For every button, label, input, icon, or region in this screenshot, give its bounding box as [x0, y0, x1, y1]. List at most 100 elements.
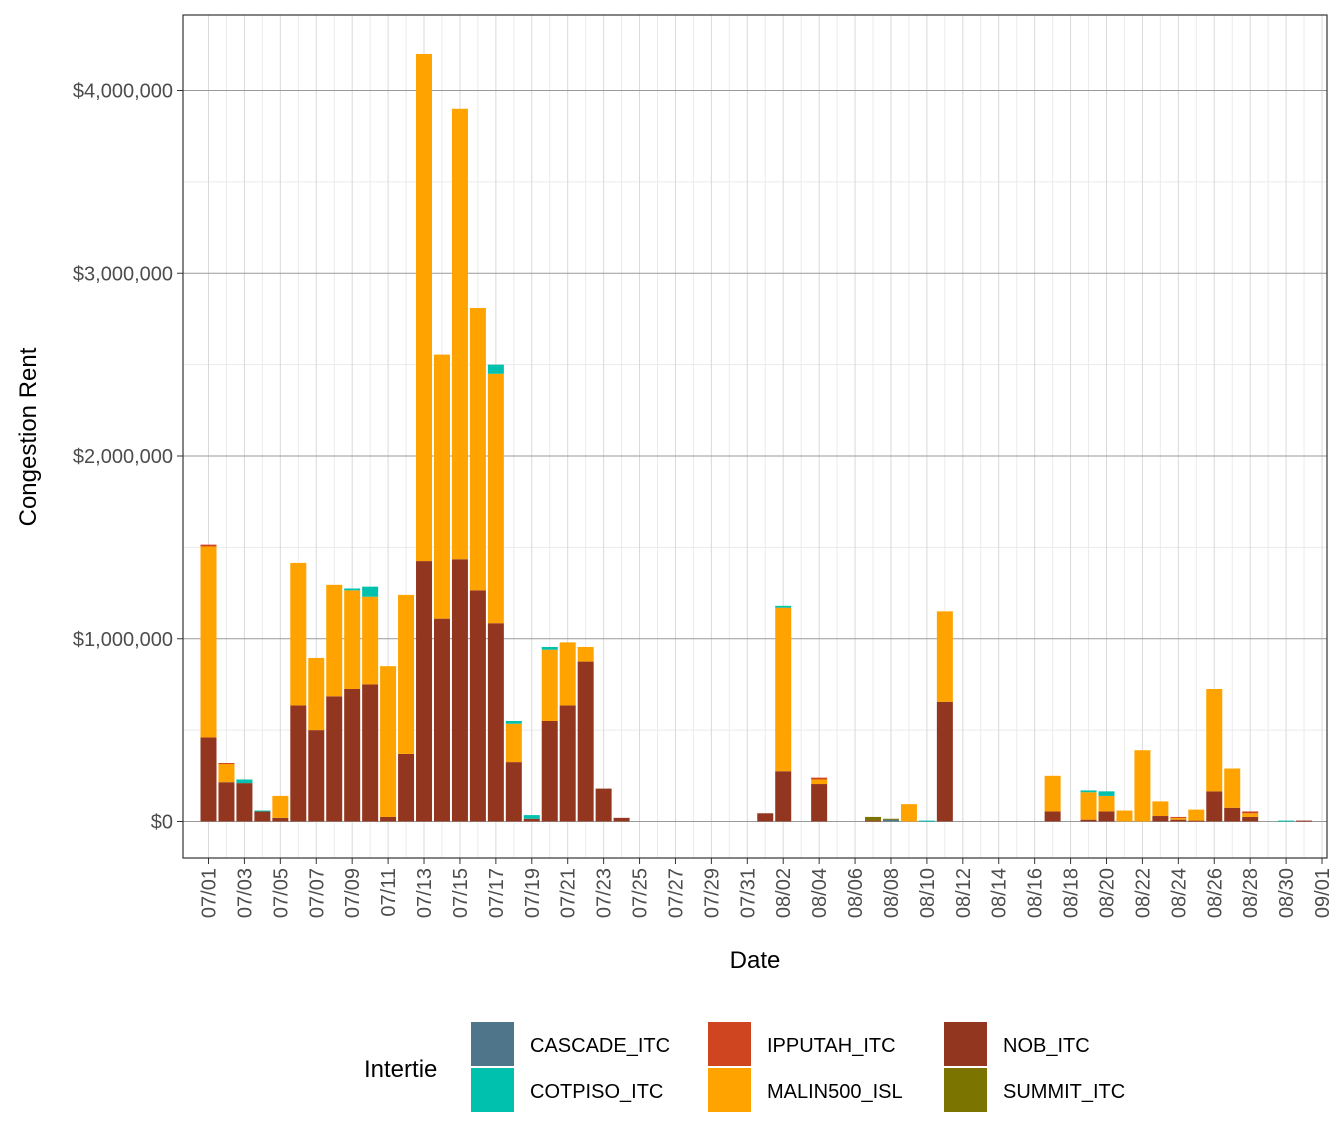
bar-cotpiso-itc-08-19: [1080, 790, 1097, 793]
x-tick-label: 07/05: [270, 868, 292, 918]
bar-malin500-isl-08-09: [900, 804, 917, 822]
x-tick-label: 09/01: [1312, 868, 1334, 918]
x-tick-label: 08/14: [989, 868, 1011, 918]
x-tick-label: 08/02: [773, 868, 795, 918]
bar-malin500-isl-07-05: [272, 795, 289, 818]
bar-nob-itc-08-23: [1152, 816, 1169, 822]
bar-nob-itc-07-17: [487, 623, 504, 822]
bar-malin500-isl-08-27: [1224, 768, 1241, 808]
bar-malin500-isl-07-12: [398, 594, 415, 754]
bar-cotpiso-itc-07-10: [362, 586, 379, 597]
x-tick-label: 08/10: [917, 868, 939, 918]
bar-nob-itc-07-12: [398, 753, 415, 822]
x-tick-label: 08/28: [1240, 868, 1262, 918]
legend-label-summit-itc: SUMMIT_ITC: [1003, 1081, 1125, 1103]
bar-malin500-isl-07-02: [218, 763, 235, 783]
bar-malin500-isl-08-28: [1242, 813, 1259, 817]
bar-malin500-isl-08-11: [936, 611, 953, 702]
bar-nob-itc-08-28: [1242, 816, 1259, 822]
y-tick-label: $4,000,000: [73, 81, 173, 103]
x-tick-label: 07/21: [558, 868, 580, 918]
legend-key-nob-itc: [944, 1022, 987, 1066]
bar-malin500-isl-07-17: [487, 373, 504, 624]
bar-nob-itc-07-02: [218, 782, 235, 822]
bar-cotpiso-itc-07-09: [344, 588, 361, 591]
bar-nob-itc-07-20: [541, 720, 558, 822]
legend-key-ipputah-itc: [708, 1022, 751, 1066]
bar-nob-itc-07-22: [577, 661, 594, 822]
x-tick-label: 08/08: [881, 868, 903, 918]
x-tick-label: 07/09: [342, 868, 364, 918]
bar-nob-itc-07-19: [523, 818, 540, 822]
bar-malin500-isl-07-16: [469, 307, 486, 591]
bar-malin500-isl-07-08: [326, 584, 343, 697]
x-tick-label: 07/25: [630, 868, 652, 918]
legend-key-cotpiso-itc: [471, 1068, 514, 1112]
y-tick-label: $3,000,000: [73, 263, 173, 285]
x-tick-label: 07/29: [701, 868, 723, 918]
bar-nob-itc-08-07: [865, 820, 882, 822]
bar-summit-itc-08-07: [865, 816, 882, 821]
bar-malin500-isl-07-01: [200, 546, 217, 738]
bar-cotpiso-itc-08-20: [1098, 791, 1115, 796]
legend-title: Intertie: [364, 1056, 437, 1083]
x-tick-label: 08/26: [1204, 868, 1226, 918]
bar-malin500-isl-07-11: [380, 666, 397, 817]
bar-malin500-isl-08-17: [1044, 775, 1061, 812]
bar-malin500-isl-07-21: [559, 642, 576, 706]
bar-ipputah-itc-08-24: [1170, 816, 1187, 818]
bar-ipputah-itc-07-02: [218, 763, 235, 765]
plot-area: $0 $1,000,000 $2,000,000 $3,000,000 $4,000,0…: [73, 14, 1334, 918]
bar-malin500-isl-07-10: [362, 596, 379, 685]
bar-malin500-isl-07-13: [416, 53, 433, 562]
bar-malin500-isl-08-26: [1206, 689, 1223, 792]
bar-nob-itc-07-14: [433, 618, 450, 822]
bar-nob-itc-07-01: [200, 737, 217, 822]
bar-malin500-isl-07-14: [433, 354, 450, 619]
x-tick-label: 07/31: [737, 868, 759, 918]
x-tick-label: 08/06: [845, 868, 867, 918]
x-tick-label: 07/03: [234, 868, 256, 918]
bar-malin500-isl-07-18: [505, 723, 522, 763]
x-tick-label: 08/12: [953, 868, 975, 918]
x-tick-label: 08/18: [1061, 868, 1083, 918]
legend-key-malin500-isl: [708, 1068, 751, 1112]
bar-malin500-isl-08-20: [1098, 795, 1115, 812]
bar-nob-itc-07-09: [344, 689, 361, 822]
bar-nob-itc-07-08: [326, 696, 343, 822]
bar-nob-itc-08-24: [1170, 819, 1187, 822]
bar-malin500-isl-08-24: [1170, 817, 1187, 820]
x-tick-label: 07/15: [450, 868, 472, 918]
bar-nob-itc-07-21: [559, 705, 576, 822]
bar-nob-itc-08-17: [1044, 811, 1061, 822]
legend: Intertie CASCADE_ITC COTPISO_ITC IPPUTAH_I…: [364, 1022, 1125, 1112]
x-tick-label: 08/16: [1025, 868, 1047, 918]
bar-nob-itc-07-05: [272, 817, 289, 822]
bar-cascade-itc-08-08: [882, 819, 899, 822]
bar-ipputah-itc-08-04: [811, 777, 828, 780]
bar-nob-itc-07-15: [451, 559, 468, 822]
bar-nob-itc-08-04: [811, 784, 828, 822]
bar-cotpiso-itc-08-10: [918, 820, 935, 822]
bar-nob-itc-08-26: [1206, 791, 1223, 822]
bar-nob-itc-08-27: [1224, 807, 1241, 822]
bar-malin500-isl-07-07: [308, 657, 325, 731]
x-tick-label: 07/01: [199, 868, 221, 918]
bar-malin500-isl-07-06: [290, 562, 307, 706]
bar-malin500-isl-08-25: [1188, 809, 1205, 821]
legend-key-summit-itc: [944, 1068, 987, 1112]
panel-border: [182, 14, 1328, 859]
bar-cotpiso-itc-08-30: [1278, 820, 1295, 822]
bar-nob-itc-08-20: [1098, 811, 1115, 822]
bar-cotpiso-itc-07-18: [505, 720, 522, 724]
bar-malin500-isl-08-02: [775, 607, 792, 772]
bar-nob-itc-07-11: [380, 816, 397, 822]
x-tick-label: 07/07: [306, 868, 328, 918]
bar-ipputah-itc-08-28: [1242, 811, 1259, 814]
bar-malin500-isl-07-22: [577, 646, 594, 662]
x-tick-label: 07/13: [414, 868, 436, 918]
legend-label-cascade-itc: CASCADE_ITC: [530, 1035, 670, 1057]
bar-nob-itc-08-02: [775, 771, 792, 822]
bar-nob-itc-07-10: [362, 684, 379, 822]
x-tick-label: 08/04: [809, 868, 831, 918]
